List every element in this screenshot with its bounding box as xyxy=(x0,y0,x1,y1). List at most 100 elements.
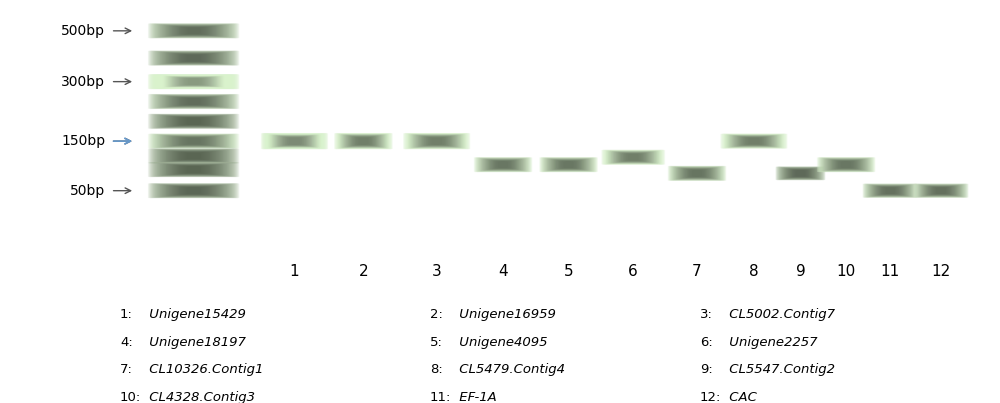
Text: 9:: 9: xyxy=(700,363,713,376)
Text: 50bp: 50bp xyxy=(70,184,105,198)
FancyBboxPatch shape xyxy=(487,160,519,170)
FancyBboxPatch shape xyxy=(725,134,783,148)
FancyBboxPatch shape xyxy=(477,158,529,172)
FancyBboxPatch shape xyxy=(914,184,968,198)
FancyBboxPatch shape xyxy=(151,114,237,129)
FancyBboxPatch shape xyxy=(261,133,328,149)
Text: 150bp: 150bp xyxy=(61,134,105,148)
FancyBboxPatch shape xyxy=(407,133,467,149)
FancyBboxPatch shape xyxy=(151,51,236,65)
FancyBboxPatch shape xyxy=(168,185,219,196)
FancyBboxPatch shape xyxy=(163,185,225,197)
FancyBboxPatch shape xyxy=(776,166,825,180)
FancyBboxPatch shape xyxy=(775,166,825,180)
FancyBboxPatch shape xyxy=(601,150,665,165)
FancyBboxPatch shape xyxy=(409,134,464,148)
FancyBboxPatch shape xyxy=(167,185,220,196)
FancyBboxPatch shape xyxy=(166,116,221,127)
FancyBboxPatch shape xyxy=(151,94,237,109)
FancyBboxPatch shape xyxy=(826,159,866,170)
FancyBboxPatch shape xyxy=(161,150,226,162)
FancyBboxPatch shape xyxy=(153,184,234,198)
FancyBboxPatch shape xyxy=(153,24,234,38)
FancyBboxPatch shape xyxy=(275,135,314,147)
FancyBboxPatch shape xyxy=(153,114,234,128)
FancyBboxPatch shape xyxy=(172,77,215,87)
FancyBboxPatch shape xyxy=(921,185,961,197)
FancyBboxPatch shape xyxy=(417,135,457,147)
FancyBboxPatch shape xyxy=(487,160,520,170)
FancyBboxPatch shape xyxy=(543,158,594,172)
FancyBboxPatch shape xyxy=(339,134,387,148)
FancyBboxPatch shape xyxy=(161,96,226,108)
FancyBboxPatch shape xyxy=(617,152,650,162)
FancyBboxPatch shape xyxy=(342,134,385,148)
FancyBboxPatch shape xyxy=(347,135,379,147)
FancyBboxPatch shape xyxy=(169,96,218,107)
FancyBboxPatch shape xyxy=(152,134,235,148)
FancyBboxPatch shape xyxy=(151,162,236,177)
FancyBboxPatch shape xyxy=(170,26,217,36)
FancyBboxPatch shape xyxy=(876,186,904,195)
FancyBboxPatch shape xyxy=(163,76,225,87)
FancyBboxPatch shape xyxy=(818,157,874,172)
FancyBboxPatch shape xyxy=(341,134,386,148)
FancyBboxPatch shape xyxy=(157,150,230,162)
FancyBboxPatch shape xyxy=(167,164,220,175)
FancyBboxPatch shape xyxy=(916,184,966,197)
FancyBboxPatch shape xyxy=(163,135,224,147)
FancyBboxPatch shape xyxy=(267,134,322,148)
FancyBboxPatch shape xyxy=(165,135,222,147)
FancyBboxPatch shape xyxy=(170,136,217,146)
FancyBboxPatch shape xyxy=(821,158,872,172)
FancyBboxPatch shape xyxy=(149,162,238,177)
FancyBboxPatch shape xyxy=(817,157,875,172)
FancyBboxPatch shape xyxy=(151,149,236,163)
FancyBboxPatch shape xyxy=(166,52,221,64)
Text: 11:: 11: xyxy=(430,391,451,403)
FancyBboxPatch shape xyxy=(915,184,967,197)
FancyBboxPatch shape xyxy=(168,53,219,63)
FancyBboxPatch shape xyxy=(156,75,232,88)
FancyBboxPatch shape xyxy=(166,135,221,147)
FancyBboxPatch shape xyxy=(486,159,521,170)
FancyBboxPatch shape xyxy=(608,151,658,164)
FancyBboxPatch shape xyxy=(480,158,526,171)
FancyBboxPatch shape xyxy=(735,136,773,146)
FancyBboxPatch shape xyxy=(925,186,957,196)
FancyBboxPatch shape xyxy=(481,158,525,171)
FancyBboxPatch shape xyxy=(158,135,229,147)
FancyBboxPatch shape xyxy=(818,158,874,172)
FancyBboxPatch shape xyxy=(343,135,384,147)
FancyBboxPatch shape xyxy=(151,75,237,89)
FancyBboxPatch shape xyxy=(155,24,232,37)
FancyBboxPatch shape xyxy=(155,95,232,108)
FancyBboxPatch shape xyxy=(679,168,715,179)
FancyBboxPatch shape xyxy=(153,163,234,177)
FancyBboxPatch shape xyxy=(157,184,231,197)
FancyBboxPatch shape xyxy=(479,158,527,171)
FancyBboxPatch shape xyxy=(159,115,228,128)
FancyBboxPatch shape xyxy=(271,135,318,147)
FancyBboxPatch shape xyxy=(167,53,220,64)
FancyBboxPatch shape xyxy=(678,168,716,179)
FancyBboxPatch shape xyxy=(784,168,817,179)
FancyBboxPatch shape xyxy=(733,135,775,147)
FancyBboxPatch shape xyxy=(166,164,221,175)
FancyBboxPatch shape xyxy=(736,136,772,146)
FancyBboxPatch shape xyxy=(271,135,318,147)
FancyBboxPatch shape xyxy=(419,135,455,147)
FancyBboxPatch shape xyxy=(730,135,778,147)
FancyBboxPatch shape xyxy=(171,136,216,146)
FancyBboxPatch shape xyxy=(669,166,725,181)
FancyBboxPatch shape xyxy=(869,185,911,197)
FancyBboxPatch shape xyxy=(154,163,233,177)
FancyBboxPatch shape xyxy=(785,168,816,179)
Text: 11: 11 xyxy=(880,264,900,278)
FancyBboxPatch shape xyxy=(160,75,227,88)
Text: 8:: 8: xyxy=(430,363,443,376)
FancyBboxPatch shape xyxy=(164,52,223,64)
FancyBboxPatch shape xyxy=(914,184,968,198)
FancyBboxPatch shape xyxy=(919,185,963,197)
FancyBboxPatch shape xyxy=(868,185,912,197)
